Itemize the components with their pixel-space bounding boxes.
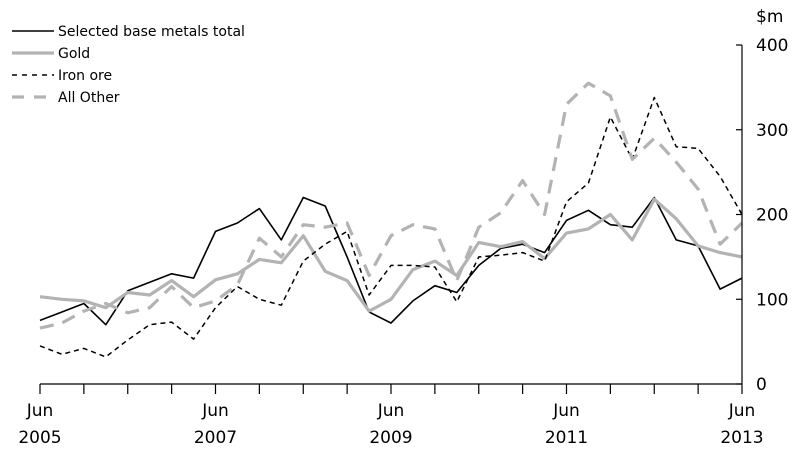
y-tick-label: 400 bbox=[756, 36, 788, 56]
x-tick-label-month: Jun bbox=[552, 401, 580, 421]
legend-label: Iron ore bbox=[58, 68, 112, 84]
legend-label: All Other bbox=[58, 90, 120, 106]
x-tick-label-year: 2013 bbox=[720, 428, 763, 448]
series-line-selected-base-metals-total bbox=[39, 196, 743, 326]
x-tick-label-month: Jun bbox=[377, 401, 405, 421]
x-tick-label-year: 2009 bbox=[369, 428, 412, 448]
x-tick-label-month: Jun bbox=[26, 401, 54, 421]
x-tick-label-month: Jun bbox=[728, 401, 756, 421]
legend-label: Gold bbox=[58, 46, 90, 62]
y-axis-unit-label: $m bbox=[756, 7, 783, 27]
x-tick-label-year: 2005 bbox=[18, 428, 61, 448]
legend: Selected base metals total Gold Iron ore Al… bbox=[12, 24, 245, 106]
series-line-iron-ore bbox=[39, 96, 743, 358]
y-tick-label: 100 bbox=[756, 290, 788, 310]
x-tick-label-year: 2007 bbox=[194, 428, 237, 448]
y-tick-label: 0 bbox=[756, 375, 767, 395]
y-tick-label: 200 bbox=[756, 206, 788, 226]
series-line-all-other bbox=[39, 81, 744, 330]
axes: Jun 2005 Jun 2007 Jun 2009 Jun 2011 Jun 2013 0 100 2… bbox=[18, 7, 788, 448]
y-tick-label: 300 bbox=[756, 121, 788, 141]
x-tick-label-year: 2011 bbox=[545, 428, 588, 448]
series-line-gold bbox=[39, 197, 743, 313]
x-tick-label-month: Jun bbox=[201, 401, 229, 421]
series-layer bbox=[39, 81, 744, 358]
legend-label: Selected base metals total bbox=[58, 24, 245, 40]
